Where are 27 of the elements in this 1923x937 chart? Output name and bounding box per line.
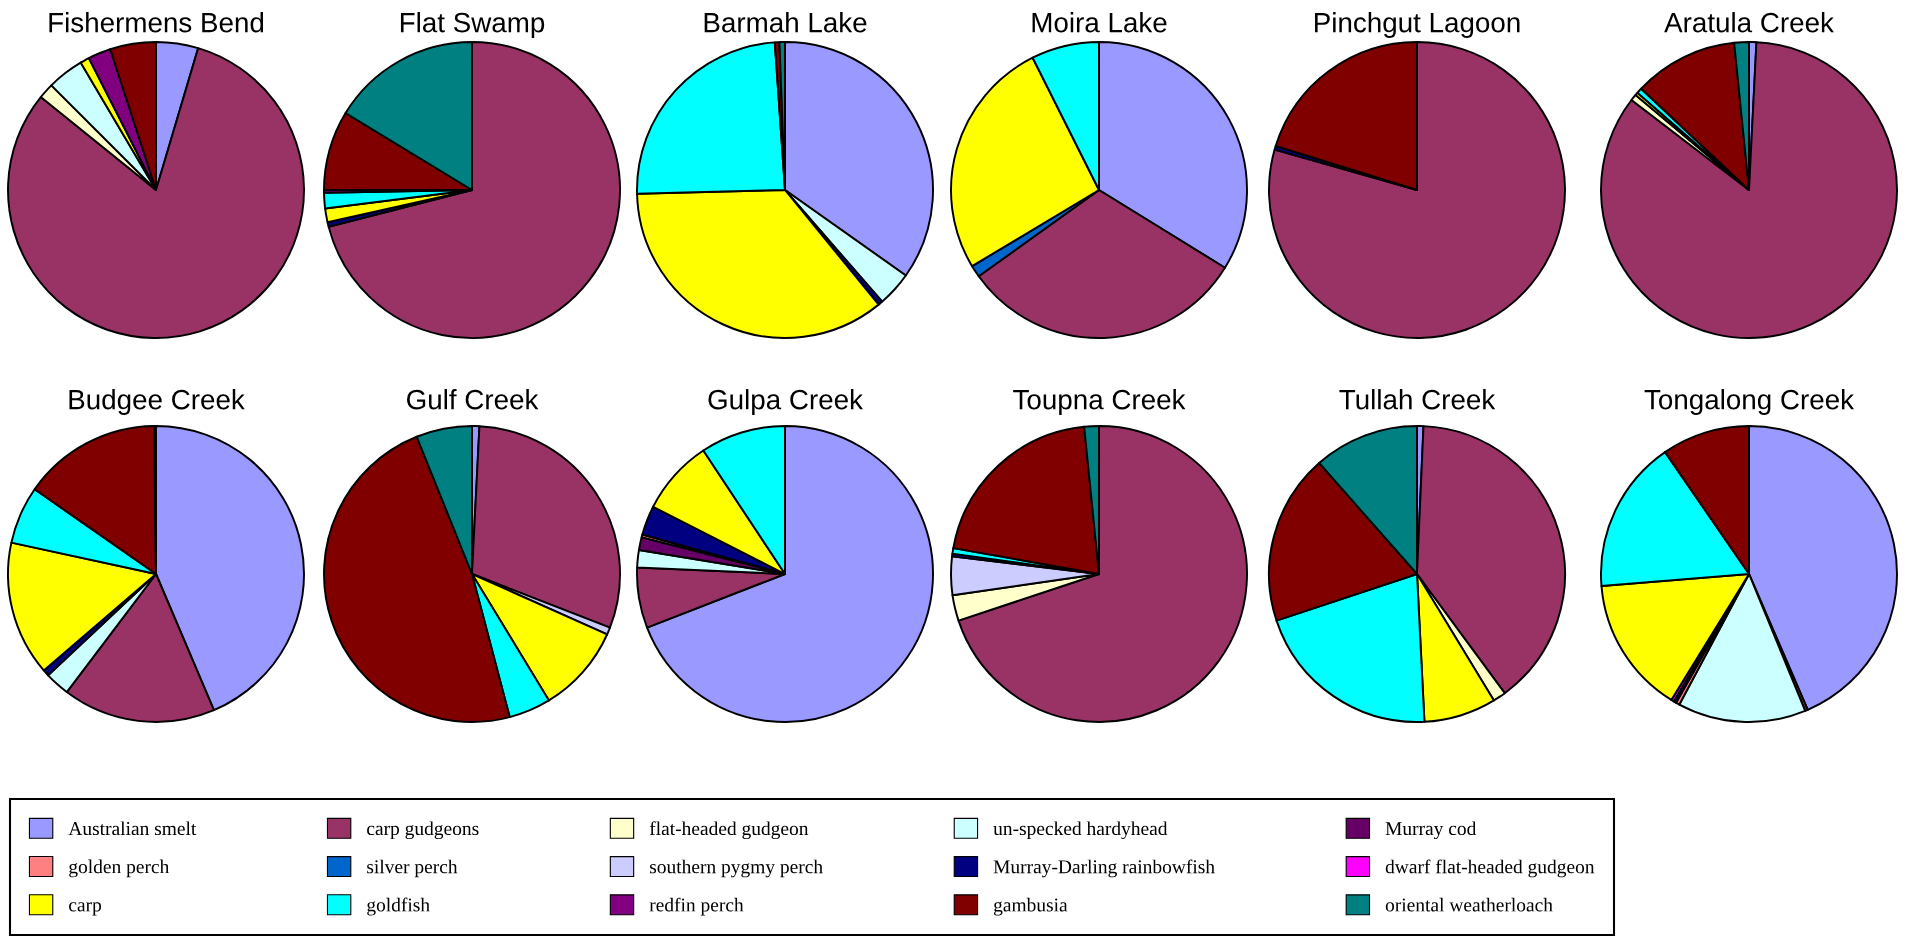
legend-label: carp — [69, 902, 102, 916]
legend-label: gambusia — [993, 897, 1068, 916]
chart-title: Fishermens Bend — [49, 12, 264, 33]
legend-label: carp gudgeons — [367, 821, 479, 840]
legend-label: silver perch — [367, 859, 458, 878]
legend-label: golden perch — [69, 859, 170, 878]
chart-title: Toupna Creek — [1013, 389, 1186, 415]
chart-title: Gulpa Creek — [708, 389, 864, 415]
legend-label: un-specked hardyhead — [993, 821, 1168, 840]
chart-title: Pinchgut Lagoon — [1315, 12, 1520, 38]
legend-label: Murray cod — [1385, 821, 1477, 840]
chart-title: Flat Swamp — [400, 12, 545, 38]
legend-label: southern pygmy perch — [650, 859, 823, 878]
legend-label: dwarf flat-headed gudgeon — [1385, 859, 1595, 878]
chart-title: Budgee Creek — [69, 389, 245, 415]
chart-title: Gulf Creek — [407, 389, 539, 410]
chart-title: Barmah Lake — [704, 12, 867, 33]
legend-label: flat-headed gudgeon — [649, 821, 809, 840]
legend-label: goldfish — [367, 897, 430, 916]
legend-label: oriental weatherloach — [1385, 897, 1553, 912]
chart-title: Tullah Creek — [1339, 389, 1496, 410]
chart-title: Moira Lake — [1032, 12, 1167, 33]
legend-label: Australian smelt — [68, 821, 197, 836]
chart-title: Aratula Creek — [1664, 12, 1834, 33]
chart-title: Tongalong Creek — [1644, 389, 1855, 415]
legend-label: redfin perch — [649, 897, 744, 916]
legend-label: Murray-Darling rainbowfish — [993, 859, 1215, 878]
